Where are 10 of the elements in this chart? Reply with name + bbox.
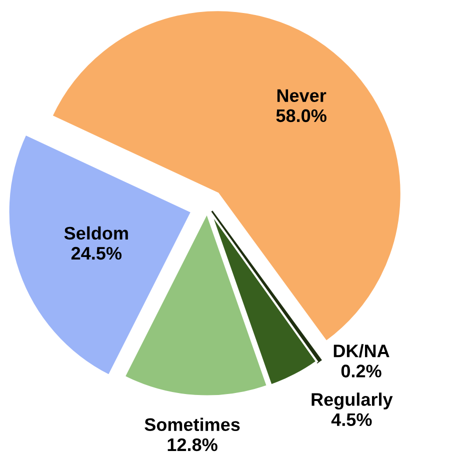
slice-label: Seldom [64, 226, 128, 240]
slice-label: Sometimes [144, 418, 240, 432]
slice-label: Never [277, 89, 326, 102]
slice-label: Regularly [312, 392, 393, 410]
data-label: 0.2% [341, 364, 382, 378]
data-label: 12.8% [168, 438, 218, 452]
data-label: 4.5% [331, 413, 372, 426]
data-label: 24.5% [71, 246, 122, 260]
slice-label: DK/NA [334, 344, 390, 358]
data-label: 58.0% [276, 109, 326, 122]
